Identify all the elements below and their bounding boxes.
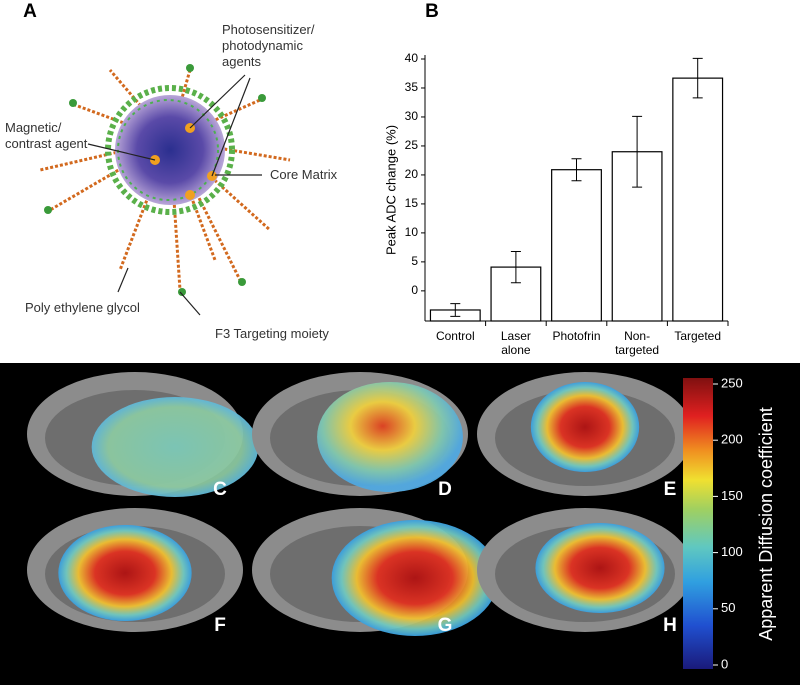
- y-tick-label: 35: [405, 80, 419, 94]
- y-tick-label: 5: [411, 254, 418, 268]
- diagram-label: Magnetic/ contrast agent: [5, 120, 88, 151]
- panel-label: G: [438, 615, 453, 636]
- y-tick-label: 25: [405, 138, 419, 152]
- x-tick-label: Laser alone: [500, 329, 531, 357]
- diagram-label: Photosensitizer/ photodynamic agents: [222, 22, 315, 69]
- colorbar-label: Apparent Diffusion coefficient: [756, 407, 776, 640]
- diagram-label: F3 Targeting moiety: [215, 326, 329, 341]
- panel-label: C: [213, 479, 227, 500]
- colorbar-tick-label: 0: [721, 656, 728, 671]
- colorbar-tick-label: 150: [721, 488, 743, 503]
- error-bar: [632, 115, 643, 188]
- adc-overlay: [535, 523, 665, 613]
- panel-label: B: [425, 1, 439, 22]
- diagram-label: Core Matrix: [270, 167, 338, 182]
- adc-overlay: [317, 382, 463, 492]
- error-bar: [571, 158, 582, 182]
- panel-label: A: [23, 1, 37, 22]
- bar: [551, 169, 602, 322]
- adc-overlay: [58, 525, 192, 621]
- colorbar: [683, 378, 713, 669]
- y-tick-label: 40: [405, 51, 419, 65]
- error-bar: [692, 57, 703, 99]
- y-tick-label: 10: [405, 225, 419, 239]
- x-tick-label: Targeted: [674, 329, 722, 343]
- x-tick-label: Non-targeted: [615, 329, 660, 357]
- error-bar: [450, 303, 461, 317]
- colorbar-tick-label: 50: [721, 600, 735, 615]
- panel-label: E: [664, 479, 677, 500]
- colorbar-tick-label: 250: [721, 375, 743, 390]
- colorbar-tick-label: 200: [721, 432, 743, 447]
- bar: [672, 77, 724, 322]
- adc-overlay: [91, 397, 259, 497]
- error-bar: [510, 250, 521, 284]
- y-axis-label: Peak ADC change (%): [383, 125, 398, 255]
- adc-overlay: [530, 382, 640, 472]
- colorbar-tick-label: 100: [721, 544, 743, 559]
- y-tick-label: 0: [411, 283, 418, 297]
- panel-label: D: [438, 479, 452, 500]
- panel-label: F: [214, 615, 226, 636]
- panel-label: H: [663, 615, 677, 636]
- nanoparticle-diagram: [39, 64, 291, 316]
- diagram-label: Poly ethylene glycol: [25, 300, 140, 315]
- x-tick-label: Control: [435, 329, 475, 343]
- x-tick-label: Photofrin: [552, 329, 601, 343]
- y-tick-label: 20: [405, 167, 419, 181]
- y-tick-label: 30: [405, 109, 419, 123]
- adc-overlay: [331, 520, 499, 636]
- y-tick-label: 15: [405, 196, 419, 210]
